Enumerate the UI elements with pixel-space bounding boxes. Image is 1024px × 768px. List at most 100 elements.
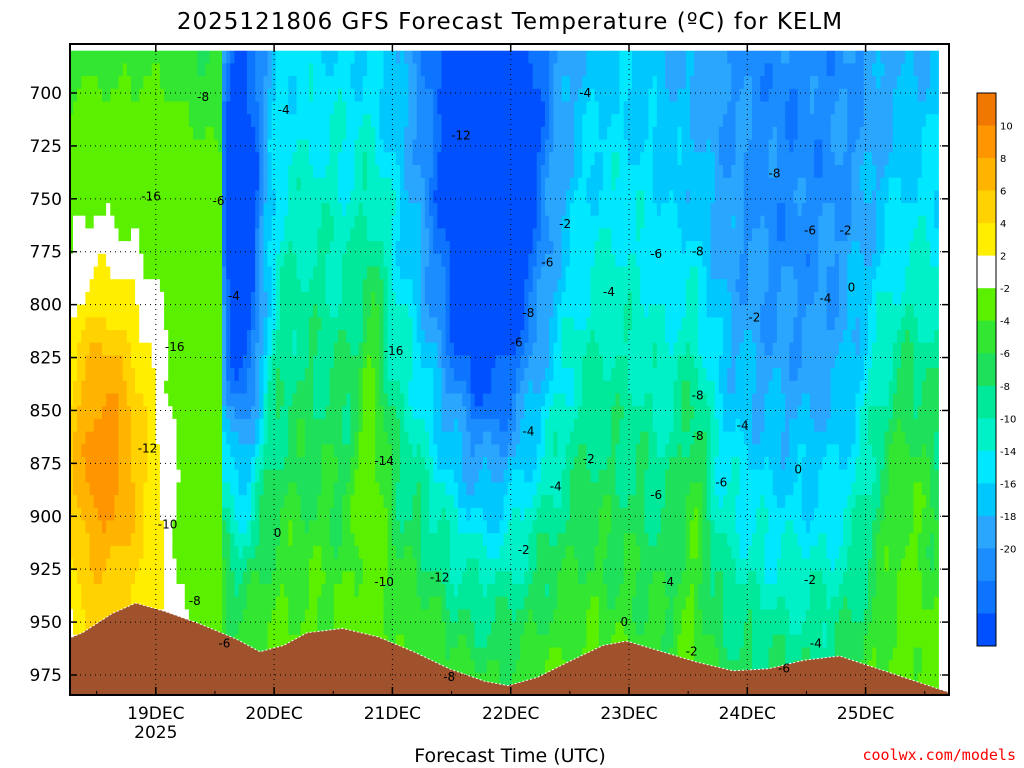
- field-cell: [184, 63, 190, 77]
- field-cell: [151, 393, 157, 407]
- field-cell: [102, 317, 107, 331]
- field-cell: [338, 304, 343, 318]
- field-cell: [97, 279, 103, 293]
- field-cell: [267, 545, 273, 560]
- field-cell: [81, 50, 86, 64]
- field-cell: [11, 254, 16, 267]
- field-cell: [73, 330, 78, 344]
- field-cell: [11, 89, 16, 102]
- field-cell: [118, 215, 124, 229]
- field-cell: [313, 76, 318, 90]
- field-cell: [275, 393, 281, 407]
- field-cell: [114, 253, 120, 268]
- field-cell: [238, 368, 244, 382]
- field-cell: [325, 317, 331, 331]
- field-cell: [73, 495, 78, 509]
- field-cell: [263, 558, 269, 572]
- field-cell: [201, 63, 206, 77]
- field-cell: [259, 114, 264, 128]
- field-cell: [267, 253, 273, 268]
- field-cell: [222, 622, 227, 636]
- field-cell: [333, 266, 339, 280]
- field-cell: [102, 177, 107, 191]
- field-cell: [106, 368, 111, 382]
- field-cell: [102, 291, 107, 306]
- field-cell: [23, 165, 28, 178]
- field-cell: [346, 368, 351, 382]
- field-cell: [81, 431, 86, 445]
- field-cell: [180, 596, 186, 610]
- field-cell: [118, 291, 124, 306]
- field-cell: [259, 165, 264, 179]
- field-cell: [122, 368, 128, 382]
- field-cell: [159, 50, 165, 64]
- field-cell: [255, 253, 260, 268]
- field-cell: [114, 304, 120, 318]
- field-cell: [143, 203, 149, 217]
- field-cell: [188, 76, 194, 90]
- field-cell: [300, 152, 306, 166]
- field-cell: [325, 495, 331, 509]
- field-cell: [44, 279, 49, 292]
- field-cell: [176, 355, 182, 369]
- field-cell: [135, 241, 140, 255]
- field-cell: [280, 368, 285, 382]
- field-cell: [238, 545, 244, 560]
- field-cell: [309, 393, 314, 407]
- field-cell: [32, 216, 37, 229]
- field-cell: [159, 177, 165, 191]
- field-cell: [296, 266, 302, 280]
- field-cell: [188, 342, 194, 356]
- field-cell: [317, 126, 322, 141]
- field-cell: [7, 51, 12, 64]
- field-cell: [139, 304, 144, 318]
- field-cell: [65, 368, 70, 381]
- field-cell: [321, 609, 327, 623]
- field-cell: [197, 63, 202, 77]
- field-cell: [139, 228, 144, 242]
- field-cell: [126, 393, 132, 407]
- field-cell: [15, 648, 20, 661]
- field-cell: [350, 418, 356, 433]
- field-cell: [143, 380, 149, 395]
- field-cell: [73, 63, 78, 77]
- field-cell: [317, 380, 322, 395]
- field-cell: [102, 342, 107, 356]
- field-cell: [255, 266, 260, 280]
- field-cell: [73, 596, 78, 610]
- field-cell: [89, 571, 95, 585]
- field-cell: [89, 558, 95, 572]
- field-cell: [184, 139, 190, 153]
- field-cell: [122, 406, 128, 420]
- field-cell: [102, 190, 107, 204]
- field-cell: [70, 393, 74, 407]
- field-cell: [81, 584, 86, 598]
- field-cell: [251, 584, 256, 598]
- field-cell: [333, 444, 339, 458]
- field-cell: [147, 291, 153, 306]
- field-cell: [288, 165, 293, 179]
- field-cell: [242, 368, 248, 382]
- field-cell: [143, 431, 149, 445]
- field-cell: [176, 126, 182, 141]
- field-cell: [135, 355, 140, 369]
- field-cell: [275, 380, 281, 395]
- field-cell: [97, 177, 103, 191]
- field-cell: [139, 190, 144, 204]
- field-cell: [205, 609, 211, 623]
- field-cell: [217, 241, 223, 255]
- field-cell: [3, 508, 8, 521]
- field-cell: [292, 393, 298, 407]
- field-cell: [106, 165, 111, 179]
- field-cell: [168, 215, 173, 229]
- field-cell: [11, 622, 16, 635]
- field-cell: [89, 63, 95, 77]
- field-cell: [114, 406, 120, 420]
- field-cell: [333, 63, 339, 77]
- field-cell: [48, 228, 53, 241]
- field-cell: [118, 393, 124, 407]
- field-cell: [85, 418, 91, 433]
- field-cell: [333, 482, 339, 496]
- field-cell: [77, 596, 82, 610]
- field-cell: [176, 50, 182, 64]
